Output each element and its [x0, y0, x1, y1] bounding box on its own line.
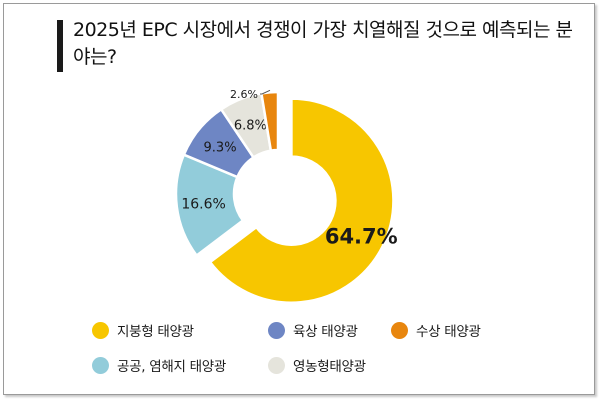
slice-value-label: 6.8% — [234, 118, 267, 133]
donut-slice — [208, 97, 395, 304]
leader-line — [260, 89, 271, 95]
slice-value-label: 64.7% — [325, 224, 398, 248]
slice-value-label: 9.3% — [204, 140, 237, 155]
slice-value-label: 16.6% — [181, 196, 225, 212]
chart-title: 2025년 EPC 시장에서 경쟁이 가장 치열해질 것으로 예측되는 분야는? — [73, 19, 573, 68]
donut-slice — [259, 90, 280, 153]
slice-value-label: 2.6% — [230, 88, 258, 101]
title-accent-bar — [57, 20, 63, 72]
